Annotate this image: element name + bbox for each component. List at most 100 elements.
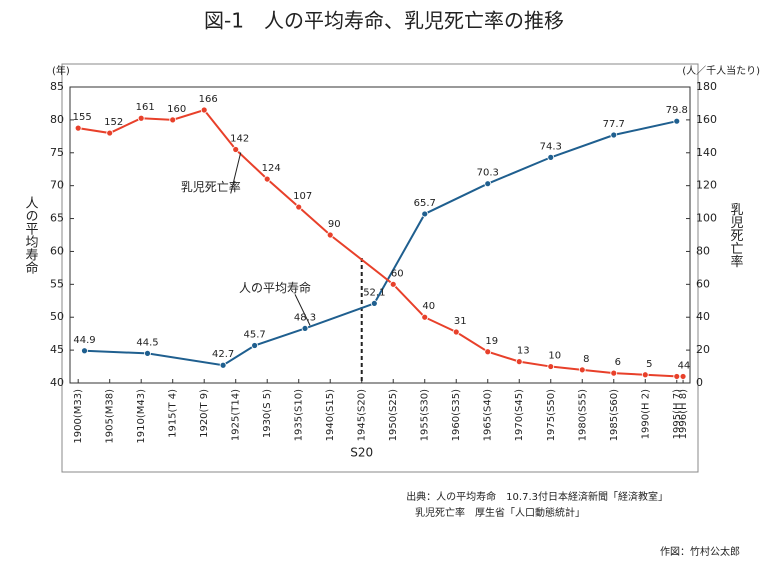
- data-label: 74.3: [540, 141, 562, 152]
- point: [169, 116, 177, 124]
- x-tick-label: 1930(S 5): [262, 389, 273, 438]
- source-note: 乳児死亡率 厚生省「人口動態統計」: [415, 506, 585, 519]
- y-axis-title: 人の平均寿命: [23, 196, 39, 274]
- point: [452, 328, 460, 336]
- point: [81, 347, 88, 355]
- data-label: 10: [548, 351, 561, 362]
- data-label: 79.8: [666, 105, 688, 116]
- x-tick-label: 1915(T 4): [168, 389, 179, 438]
- y-tick-label: 70: [50, 179, 64, 192]
- y2-tick-label: 0: [696, 376, 703, 389]
- y2-tick-label: 60: [696, 277, 710, 290]
- y2-tick-label: 180: [696, 80, 717, 93]
- point: [106, 129, 114, 137]
- data-label: 124: [262, 163, 281, 174]
- data-label: 13: [517, 346, 530, 357]
- point: [578, 366, 586, 374]
- x-tick-label: 1905(M38): [105, 389, 116, 444]
- frame: [61, 63, 699, 473]
- y2-tick-label: 20: [696, 343, 710, 356]
- y2-tick-label: 140: [696, 146, 717, 159]
- point: [515, 358, 523, 366]
- x-tick-label: 1925(T14): [231, 389, 242, 441]
- point: [232, 146, 240, 153]
- point: [547, 153, 555, 161]
- data-label: 161: [136, 102, 155, 113]
- y2-tick-label: 100: [696, 212, 717, 225]
- y-unit: (年): [52, 64, 70, 77]
- y-tick-label: 80: [50, 113, 64, 126]
- series-line: [78, 108, 684, 378]
- y-tick-label: 40: [50, 376, 64, 389]
- data-label: 52.1: [363, 287, 385, 298]
- data-label: 166: [199, 94, 218, 105]
- data-label: 152: [104, 117, 123, 128]
- y-tick-label: 50: [50, 310, 64, 323]
- data-label: 40: [422, 301, 435, 312]
- callout-line: [230, 152, 242, 194]
- point: [326, 231, 334, 239]
- author-note: 作図：竹村公太郎: [660, 545, 740, 558]
- point: [144, 349, 151, 357]
- data-label: 77.7: [603, 119, 625, 130]
- y-tick-label: 65: [50, 212, 64, 225]
- point: [484, 180, 492, 188]
- y-tick-label: 55: [50, 277, 64, 290]
- data-label: 31: [454, 316, 467, 327]
- data-label: 45.7: [243, 330, 265, 341]
- point: [610, 131, 618, 139]
- data-label: 65.7: [414, 198, 436, 209]
- point: [370, 300, 378, 307]
- x-tick-label: 1910(M43): [136, 389, 147, 444]
- series-label: 人の平均寿命: [239, 280, 311, 295]
- series-label: 乳児死亡率: [181, 179, 241, 194]
- y-tick-label: 60: [50, 244, 64, 257]
- point: [421, 210, 429, 218]
- data-label: 4: [678, 360, 684, 371]
- point: [641, 371, 649, 379]
- annotation: S20: [350, 446, 373, 460]
- y2-tick-label: 80: [696, 244, 710, 257]
- data-label: 44.5: [136, 337, 158, 348]
- y2-tick-label: 40: [696, 310, 710, 323]
- x-tick-label: 1940(S15): [325, 389, 336, 441]
- point: [610, 369, 618, 377]
- point: [673, 117, 681, 125]
- x-tick-label: 1985(S60): [609, 389, 620, 441]
- y-tick-label: 75: [50, 146, 64, 159]
- y-tick-label: 45: [50, 343, 64, 356]
- point: [263, 175, 271, 183]
- x-tick-label: 1900(M33): [73, 389, 84, 444]
- x-tick-label: 1950(S25): [388, 389, 399, 441]
- plot-area: [69, 86, 691, 384]
- y2-axis-title: 乳児死亡率: [728, 203, 744, 268]
- chart-title: 図-1 人の平均寿命、乳児死亡率の推移: [204, 9, 564, 33]
- x-tick-label: 1965(S40): [483, 389, 494, 441]
- data-label: 42.7: [212, 349, 234, 360]
- x-tick-label: 1970(S45): [514, 389, 525, 441]
- point: [295, 203, 303, 211]
- y2-tick-label: 160: [696, 113, 717, 126]
- y2-unit: (人／千人当たり): [682, 64, 760, 77]
- data-label: 155: [73, 112, 92, 123]
- x-tick-label: 1995(H 7): [672, 389, 683, 439]
- point: [389, 280, 397, 288]
- data-label: 8: [583, 354, 589, 365]
- point: [484, 348, 492, 356]
- x-tick-label: 1955(S30): [420, 389, 431, 441]
- data-label: 107: [293, 191, 312, 202]
- point: [679, 373, 687, 380]
- source-note: 出典：人の平均寿命 10.7.3付日本経済新聞「経済教室」: [406, 490, 668, 503]
- point: [137, 114, 145, 122]
- x-tick-label: 1935(S10): [294, 389, 305, 441]
- point: [251, 342, 259, 349]
- y2-tick-label: 120: [696, 179, 717, 192]
- data-label: 48.3: [294, 312, 316, 323]
- data-label: 70.3: [477, 168, 499, 179]
- data-label: 4: [684, 360, 690, 371]
- point: [547, 363, 555, 370]
- x-tick-label: 1996(H 8): [678, 389, 689, 439]
- point: [200, 106, 208, 114]
- data-label: 5: [646, 359, 652, 370]
